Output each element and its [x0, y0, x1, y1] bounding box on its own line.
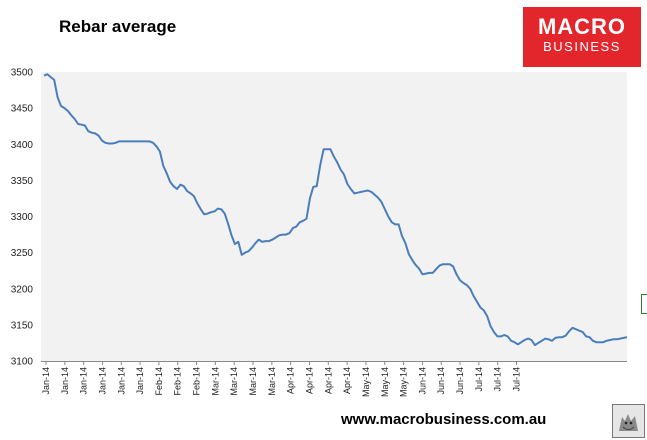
x-tick-label: Apr-14	[286, 367, 296, 394]
y-tick-label: 3500	[11, 68, 34, 79]
logo-line2: BUSINESS	[543, 39, 621, 54]
logo-line1: MACRO	[537, 14, 627, 39]
y-tick-label: 3350	[11, 176, 34, 187]
x-tick-label: May-14	[380, 367, 390, 397]
x-tick-label: Mar-14	[248, 367, 258, 396]
x-tick-label: Jul-14	[474, 367, 484, 392]
x-tick-label: Jan-14	[116, 367, 126, 395]
series-line	[43, 73, 628, 347]
x-tick-label: Feb-14	[173, 367, 183, 396]
x-tick-label: Mar-14	[267, 367, 277, 396]
macrobusiness-logo: MACRO BUSINESS	[523, 7, 641, 67]
y-tick-label: 3250	[11, 248, 34, 259]
x-tick-label: Jun-14	[436, 367, 446, 395]
x-tick-label: Apr-14	[342, 367, 352, 394]
x-tick-label: May-14	[399, 367, 409, 397]
y-tick-label: 3200	[11, 284, 34, 295]
wolf-seal-icon	[612, 404, 645, 438]
x-tick-label: Mar-14	[229, 367, 239, 396]
x-tick-label: Jun-14	[455, 367, 465, 395]
x-tick-label: Apr-14	[304, 367, 314, 394]
x-tick-label: Jul-14	[512, 367, 522, 392]
source-url: www.macrobusiness.com.au	[341, 411, 547, 428]
x-tick-label: Jun-14	[417, 367, 427, 395]
y-tick-label: 3150	[11, 320, 34, 331]
y-tick-label: 3300	[11, 212, 34, 223]
x-tick-label: Feb-14	[192, 367, 202, 396]
x-tick-label: Apr-14	[323, 367, 333, 394]
x-tick-label: Jan-14	[79, 367, 89, 395]
y-tick-label: 3400	[11, 140, 34, 151]
x-tick-label: Jan-14	[97, 367, 107, 395]
y-tick-label: 3100	[11, 357, 34, 368]
x-tick-label: Jan-14	[41, 367, 51, 395]
x-tick-label: May-14	[361, 367, 371, 397]
x-tick-label: Mar-14	[210, 367, 220, 396]
x-tick-label: Jan-14	[135, 367, 145, 395]
x-tick-label: Jan-14	[60, 367, 70, 395]
edge-marker	[641, 294, 647, 314]
y-tick-label: 3450	[11, 104, 34, 115]
plot-area	[41, 72, 627, 361]
chart-title: Rebar average	[59, 17, 177, 36]
x-tick-label: Feb-14	[154, 367, 164, 396]
x-tick-label: Jul-14	[493, 367, 503, 392]
